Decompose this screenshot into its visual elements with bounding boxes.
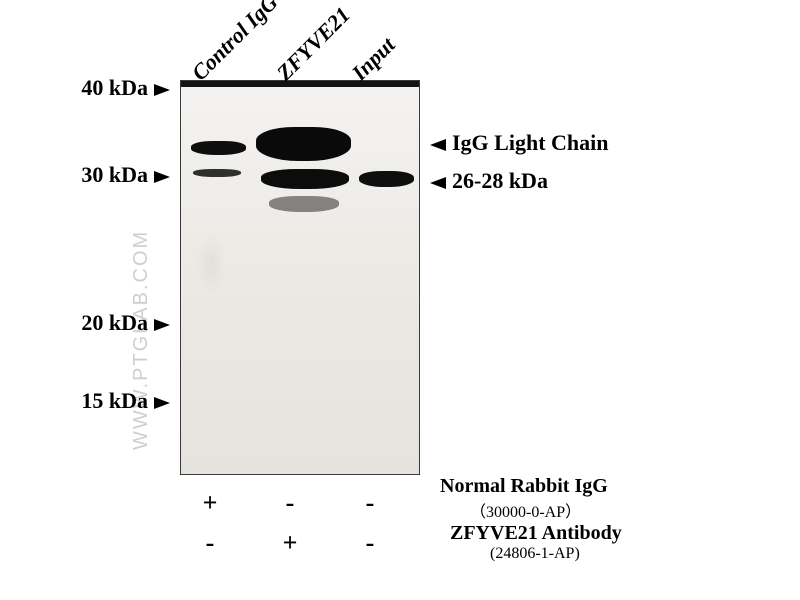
mw-20kda-text: 20 kDa — [81, 310, 148, 335]
arrow-right-icon — [154, 84, 170, 96]
mw-40kda: 40 kDa — [60, 75, 170, 101]
ann-26-28kda: 26-28 kDa — [430, 168, 548, 194]
arrow-right-icon — [154, 171, 170, 183]
lane-header-input: Input — [347, 32, 401, 86]
band-lane2-target — [261, 169, 349, 189]
band-lane3-input — [359, 171, 414, 187]
ctrl-zfyve21-ab: ZFYVE21 Antibody — [450, 522, 622, 545]
blot-membrane — [180, 80, 420, 475]
pm-r1-l1: + — [195, 488, 225, 518]
ann-igg-text: IgG Light Chain — [452, 130, 609, 155]
pm-r2-l3: - — [355, 528, 385, 558]
arrow-left-icon — [430, 177, 446, 189]
mw-30kda-text: 30 kDa — [81, 162, 148, 187]
ann-26-28-text: 26-28 kDa — [452, 168, 548, 193]
pm-r2-l1: - — [195, 528, 225, 558]
blot-well-line — [181, 81, 419, 87]
arrow-right-icon — [154, 319, 170, 331]
pm-r1-l2: - — [275, 488, 305, 518]
band-lane1-faint — [193, 169, 241, 177]
band-lane2-smear — [269, 196, 339, 212]
mw-20kda: 20 kDa — [60, 310, 170, 336]
ctrl-normal-rabbit-igg-sub: （30000-0-AP） — [470, 498, 581, 522]
lane-header-control-igg: Control IgG — [187, 0, 284, 86]
figure-container: WWW.PTGLAB.COM Control IgG ZFYVE21 Input… — [0, 0, 800, 600]
mw-15kda: 15 kDa — [60, 388, 170, 414]
ann-igg-light-chain: IgG Light Chain — [430, 130, 609, 156]
pm-r1-l3: - — [355, 488, 385, 518]
pm-r2-l2: + — [275, 528, 305, 558]
arrow-left-icon — [430, 139, 446, 151]
arrow-right-icon — [154, 397, 170, 409]
band-lane1-igg — [191, 141, 246, 155]
watermark: WWW.PTGLAB.COM — [130, 230, 153, 450]
mw-30kda: 30 kDa — [60, 162, 170, 188]
blot-smudge — [196, 231, 226, 296]
lane-header-zfyve21: ZFYVE21 — [272, 2, 356, 86]
mw-15kda-text: 15 kDa — [81, 388, 148, 413]
mw-40kda-text: 40 kDa — [81, 75, 148, 100]
band-lane2-igg — [256, 127, 351, 161]
ctrl-zfyve21-ab-sub: (24806-1-AP) — [490, 545, 580, 563]
ctrl-normal-rabbit-igg: Normal Rabbit IgG — [440, 475, 608, 498]
